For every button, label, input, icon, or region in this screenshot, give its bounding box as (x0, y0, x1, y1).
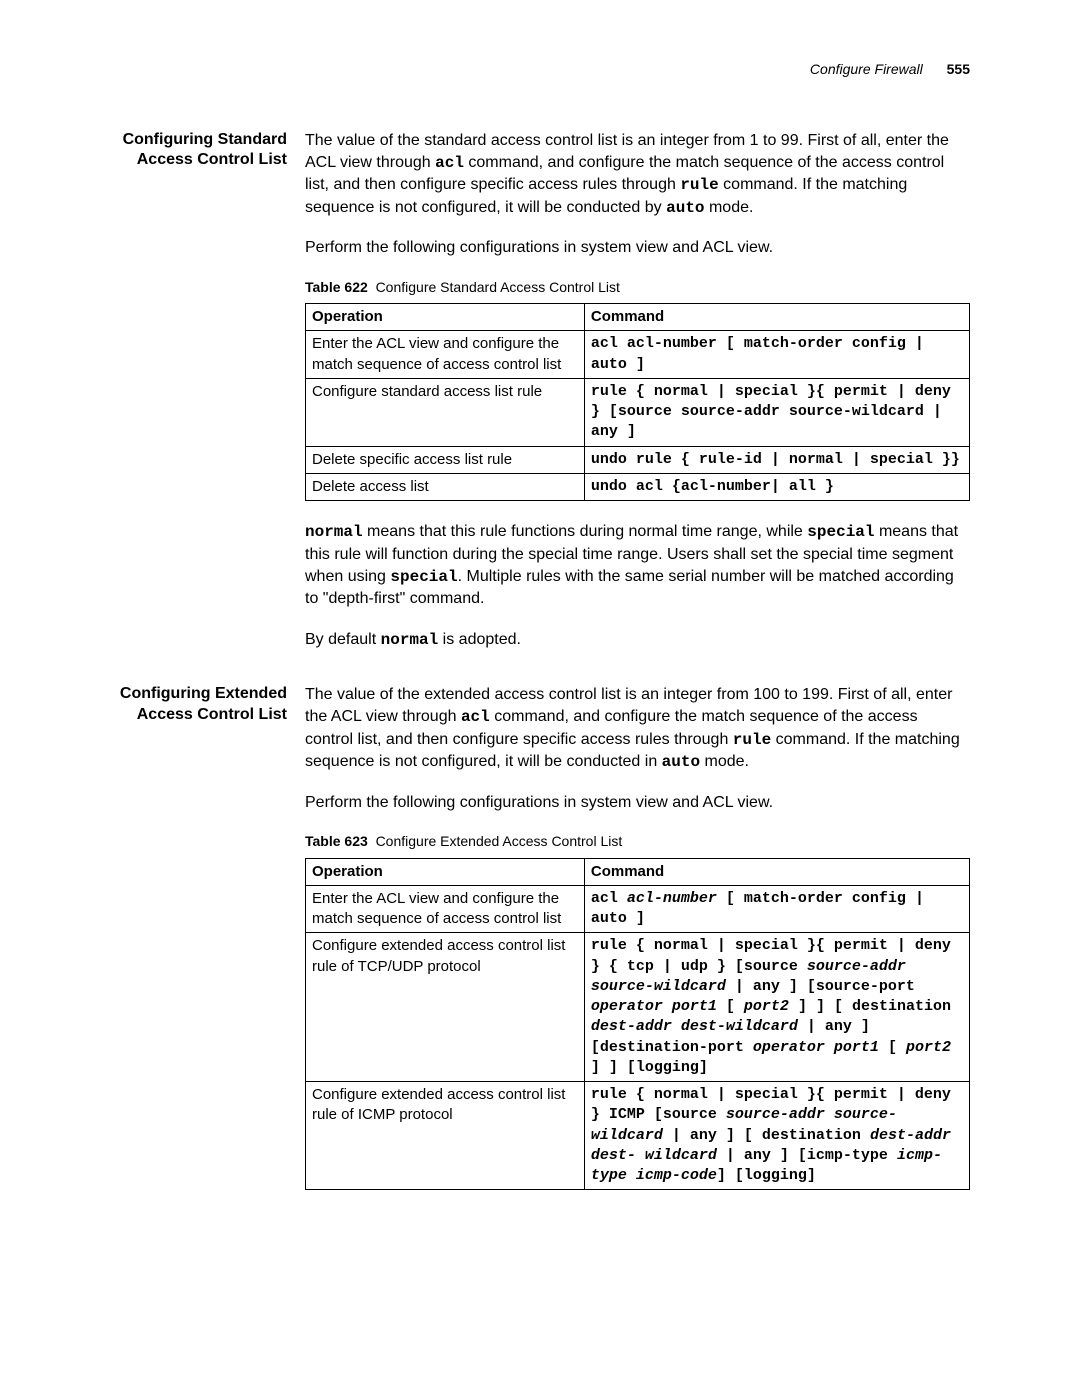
page-header: Configure Firewall 555 (110, 60, 970, 80)
section1-heading: Configuring Standard Access Control List (110, 130, 305, 670)
table623-r0-cmd: acl acl-number [ match-order config | au… (584, 885, 969, 933)
section1-content: The value of the standard access control… (305, 130, 970, 670)
table623-r2-cmd: rule { normal | special }{ permit | deny… (584, 1082, 969, 1190)
section1-para3: normal means that this rule functions du… (305, 521, 970, 611)
header-title: Configure Firewall (810, 61, 923, 77)
section1-para1: The value of the standard access control… (305, 130, 970, 220)
table-row: Delete access list undo acl {acl-number|… (306, 473, 970, 500)
section1-para2: Perform the following configurations in … (305, 237, 970, 259)
table-header-row: Operation Command (306, 304, 970, 331)
table-row: Enter the ACL view and configure the mat… (306, 885, 970, 933)
table623-r1-cmd: rule { normal | special }{ permit | deny… (584, 933, 969, 1082)
table-header-row: Operation Command (306, 858, 970, 885)
section2-para1: The value of the extended access control… (305, 684, 970, 774)
table622-col1: Operation (306, 304, 585, 331)
table-row: Configure standard access list rule rule… (306, 378, 970, 446)
section2-content: The value of the extended access control… (305, 684, 970, 1210)
table623-col1: Operation (306, 858, 585, 885)
page-number: 555 (947, 61, 970, 77)
section2-para2: Perform the following configurations in … (305, 792, 970, 814)
table623-caption: Table 623 Configure Extended Access Cont… (305, 832, 970, 852)
section2-heading: Configuring Extended Access Control List (110, 684, 305, 1210)
table622-caption: Table 622 Configure Standard Access Cont… (305, 278, 970, 298)
table-row: Configure extended access control list r… (306, 1082, 970, 1190)
table-row: Delete specific access list rule undo ru… (306, 446, 970, 473)
table622: Operation Command Enter the ACL view and… (305, 303, 970, 501)
table-row: Configure extended access control list r… (306, 933, 970, 1082)
table-row: Enter the ACL view and configure the mat… (306, 331, 970, 379)
table623: Operation Command Enter the ACL view and… (305, 858, 970, 1191)
section1-para4: By default normal is adopted. (305, 629, 970, 651)
table623-col2: Command (584, 858, 969, 885)
table622-col2: Command (584, 304, 969, 331)
